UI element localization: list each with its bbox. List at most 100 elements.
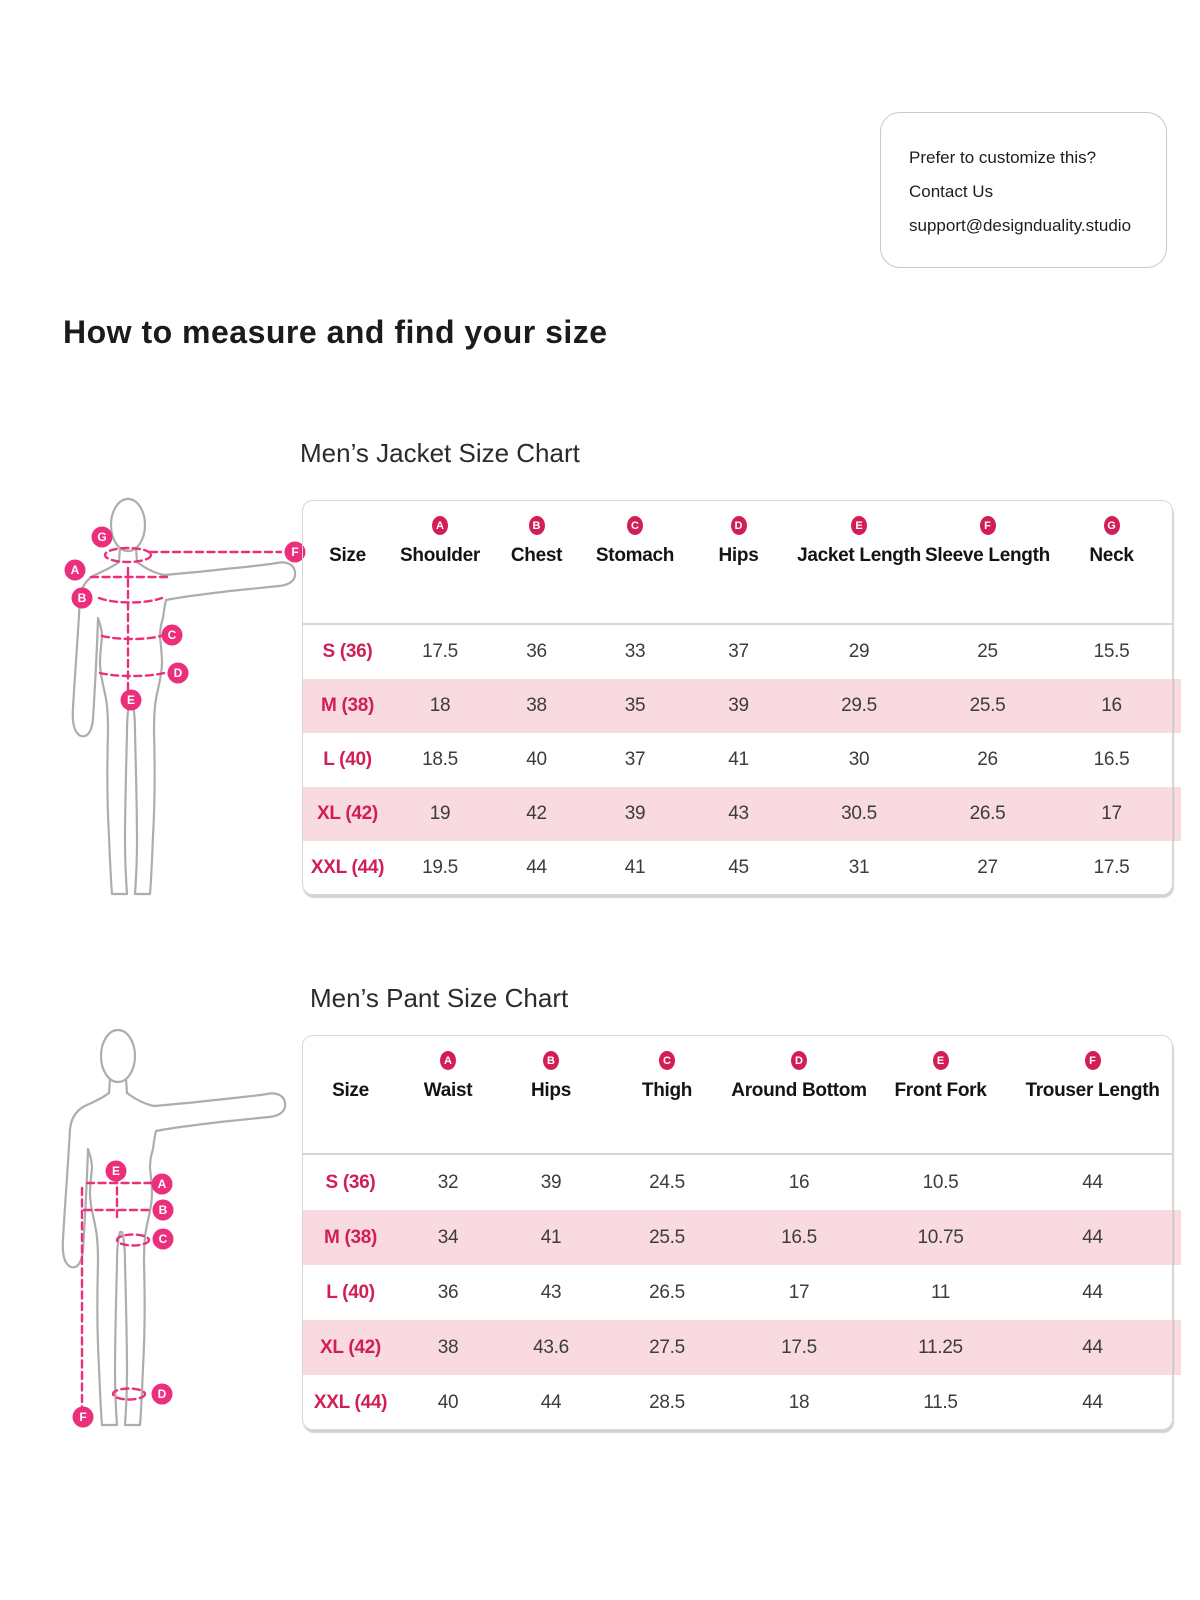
column-letter-badge: E [932, 1051, 949, 1070]
measurement-value: 25.5 [969, 695, 1006, 716]
measurement-value: 29.5 [841, 695, 877, 716]
column-label: Thigh [641, 1080, 693, 1101]
contact-us-text[interactable]: Contact Us [909, 182, 994, 201]
contact-prompt-text: Prefer to customize this? [909, 148, 1097, 167]
column-letter-badge: F [979, 516, 996, 535]
measurement-value: 11 [930, 1281, 951, 1303]
support-email[interactable]: support@designduality.studio [909, 216, 1132, 235]
column-header-around-bottom: D Around Bottom [729, 1035, 869, 1153]
size-label: XXL (44) [313, 1391, 388, 1413]
column-letter-badge: C [659, 1051, 675, 1070]
figure-badge-f: F [72, 1406, 94, 1428]
measurement-value: 17.5 [1093, 857, 1130, 878]
size-row-xl-42-: XL (42) 38 43.6 27.5 17.5 11.25 44 [302, 1320, 1181, 1375]
measurement-value: 26.5 [969, 803, 1006, 824]
figure-badge-f: F [284, 541, 306, 563]
pant-chart-title: Men’s Pant Size Chart [310, 983, 569, 1013]
svg-text:B: B [159, 1203, 168, 1217]
size-row-m-38-: M (38) 18 38 35 39 29.5 25.5 16 [302, 679, 1181, 733]
measurement-value: 42 [526, 803, 547, 824]
column-label: Around Bottom [731, 1080, 867, 1101]
measurement-value: 30.5 [841, 803, 877, 824]
measurement-value: 10.5 [922, 1171, 959, 1193]
size-label: M (38) [320, 695, 375, 716]
figure-badge-a: A [64, 559, 86, 581]
measurement-value: 44 [1082, 1171, 1103, 1193]
measurement-value: 18.5 [422, 749, 458, 770]
measurement-value: 43 [540, 1281, 562, 1303]
measurement-value: 16.5 [1093, 749, 1130, 770]
svg-text:C: C [159, 1232, 168, 1246]
column-letter-badge: D [791, 1051, 807, 1070]
jacket-table-header: ASize A Shoulder B Chest C Stomach D Hips E Jacket… [302, 500, 1173, 625]
column-label: Jacket Length [797, 545, 921, 566]
svg-text:E: E [127, 693, 135, 707]
measurement-value: 30 [848, 749, 870, 770]
measurement-dash-lines [80, 1174, 155, 1411]
measurement-value: 44 [1082, 1226, 1103, 1248]
svg-text:C: C [168, 628, 177, 642]
measurement-value: 38 [437, 1336, 459, 1358]
measurement-value: 33 [624, 641, 646, 662]
figure-badge-a: A [151, 1173, 173, 1195]
pant-table-header: ASize A Waist B Hips C Thigh D Around Bottom E Fro… [302, 1035, 1173, 1155]
column-header-stomach: C Stomach [586, 500, 684, 623]
size-label: L (40) [323, 749, 372, 770]
measurement-value: 16 [788, 1171, 810, 1193]
column-label: Shoulder [400, 545, 480, 566]
column-label: Hips [718, 545, 759, 566]
column-letter-badge: F [1084, 1051, 1101, 1070]
measurement-value: 25 [977, 641, 998, 662]
measurement-value: 19 [429, 803, 451, 824]
svg-text:B: B [78, 591, 87, 605]
measurement-value: 16 [1101, 695, 1122, 716]
figure-badge-b: B [152, 1199, 174, 1221]
size-label: XL (42) [320, 1336, 381, 1358]
measurement-value: 18 [429, 695, 451, 716]
pant-table-body: S (36) 32 39 24.5 16 10.5 44 M (38) 34 41 25.5 16.5… [302, 1155, 1181, 1430]
figure-badge-c: C [161, 624, 183, 646]
measurement-value: 17 [788, 1281, 810, 1303]
svg-text:D: D [158, 1387, 167, 1401]
column-label: Neck [1089, 545, 1134, 566]
column-label: Size [329, 545, 366, 566]
size-row-s-36-: S (36) 17.5 36 33 37 29 25 15.5 [302, 625, 1181, 679]
measurement-value: 27.5 [649, 1336, 685, 1358]
measurement-value: 37 [624, 749, 646, 770]
measurement-value: 40 [437, 1391, 459, 1413]
column-label: Front Fork [894, 1080, 987, 1101]
size-row-xl-42-: XL (42) 19 42 39 43 30.5 26.5 17 [302, 787, 1181, 841]
svg-text:F: F [291, 545, 298, 559]
measurement-value: 35 [624, 695, 646, 716]
svg-text:G: G [97, 530, 106, 544]
measurement-value: 37 [728, 641, 749, 662]
measurement-value: 43.6 [533, 1336, 569, 1358]
measurement-value: 25.5 [649, 1226, 685, 1248]
column-label: Waist [423, 1080, 473, 1101]
measurement-value: 27 [977, 857, 998, 878]
column-header-waist: A Waist [399, 1035, 497, 1153]
measurement-value: 44 [1082, 1336, 1103, 1358]
measurement-value: 44 [1082, 1281, 1103, 1303]
size-row-s-36-: S (36) 32 39 24.5 16 10.5 44 [302, 1155, 1181, 1210]
figure-badge-c: C [152, 1228, 174, 1250]
size-label: L (40) [326, 1281, 375, 1303]
measurement-value: 29 [848, 641, 870, 662]
column-header-neck: G Neck [1050, 500, 1173, 623]
pant-size-table: ASize A Waist B Hips C Thigh D Around Bottom E Fro… [302, 1035, 1181, 1430]
column-header-shoulder: A Shoulder [393, 500, 487, 623]
size-row-m-38-: M (38) 34 41 25.5 16.5 10.75 44 [302, 1210, 1181, 1265]
measurement-value: 10.75 [917, 1226, 964, 1248]
size-label: M (38) [323, 1226, 378, 1248]
measurement-value: 16.5 [781, 1226, 817, 1248]
column-header-sleeve-length: F Sleeve Length [925, 500, 1050, 623]
figure-badge-d: D [151, 1383, 173, 1405]
column-label: Size [332, 1080, 369, 1101]
column-letter-badge: B [528, 516, 545, 535]
svg-text:F: F [79, 1410, 86, 1424]
measurement-value: 11.25 [918, 1336, 963, 1358]
measurement-value: 17.5 [781, 1336, 817, 1358]
measurement-value: 36 [437, 1281, 459, 1303]
column-letter-badge: A [432, 516, 448, 535]
measurement-value: 36 [526, 641, 547, 662]
